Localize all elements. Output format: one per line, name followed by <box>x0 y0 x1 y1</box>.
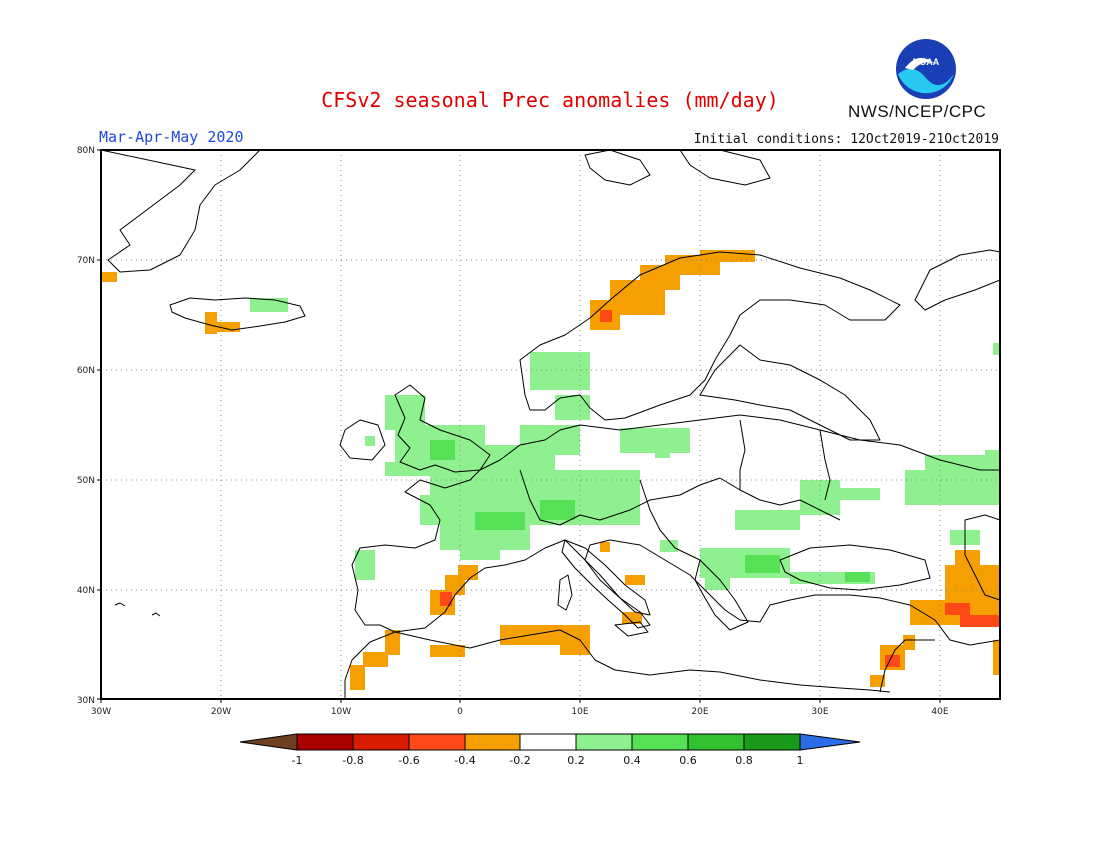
coastlines <box>101 150 1000 699</box>
colorbar-bin <box>687 733 745 751</box>
colorbar-label: 0.6 <box>679 754 697 767</box>
longitude-labels: 30W 20W 10W 0 10E 20E 30E 40E <box>91 707 949 717</box>
lat-label: 40N <box>77 586 95 596</box>
colorbar-label: 0.2 <box>567 754 585 767</box>
forecast-period: Mar-Apr-May 2020 <box>99 128 244 146</box>
colorbar-label: -0.6 <box>398 754 419 767</box>
lat-label: 60N <box>77 366 95 376</box>
colorbar-bin <box>352 733 410 751</box>
colorbar-label: -0.4 <box>454 754 475 767</box>
map-frame <box>100 149 1001 700</box>
colorbar-label: 0.8 <box>735 754 753 767</box>
gridlines <box>101 150 1000 699</box>
lon-label: 20E <box>691 707 708 717</box>
colorbar-bin <box>519 733 577 751</box>
lat-label: 70N <box>77 256 95 266</box>
lon-label: 0 <box>457 707 463 717</box>
noaa-logo: NOAA <box>896 39 956 99</box>
colorbar-bin <box>464 733 521 751</box>
lon-label: 20W <box>211 707 231 717</box>
lon-label: 40E <box>931 707 948 717</box>
colorbar-arrow-high <box>799 733 861 751</box>
lat-label: 50N <box>77 476 95 486</box>
colorbar-labels: -1 -0.8 -0.6 -0.4 -0.2 0.2 0.4 0.6 0.8 1 <box>292 754 804 767</box>
colorbar-bin <box>575 733 633 751</box>
initial-conditions: Initial conditions: 12Oct2019-21Oct2019 <box>693 132 999 147</box>
agency-label: NWS/NCEP/CPC <box>848 102 987 121</box>
map-title: CFSv2 seasonal Prec anomalies (mm/day) <box>321 88 779 112</box>
colorbar-bin <box>296 733 354 751</box>
colorbar-label: -1 <box>292 754 303 767</box>
colorbar-bin <box>631 733 689 751</box>
colorbar-bin <box>743 733 801 751</box>
anomaly-shading <box>101 250 1000 690</box>
colorbar-arrow-low <box>239 733 298 751</box>
logo-text: NOAA <box>913 57 940 67</box>
colorbar-label: -0.2 <box>509 754 530 767</box>
lon-label: 10E <box>571 707 588 717</box>
lon-label: 30W <box>91 707 111 717</box>
lon-label: 30E <box>811 707 828 717</box>
latitude-labels: 30N 40N 50N 60N 70N 80N <box>77 146 95 706</box>
colorbar-label: -0.8 <box>342 754 363 767</box>
colorbar-label: 1 <box>797 754 804 767</box>
lon-label: 10W <box>331 707 351 717</box>
lat-label: 80N <box>77 146 95 156</box>
colorbar-label: 0.4 <box>623 754 641 767</box>
lat-label: 30N <box>77 696 95 706</box>
colorbar-bin <box>408 733 466 751</box>
tick-marks <box>97 149 941 703</box>
colorbar <box>239 733 861 751</box>
